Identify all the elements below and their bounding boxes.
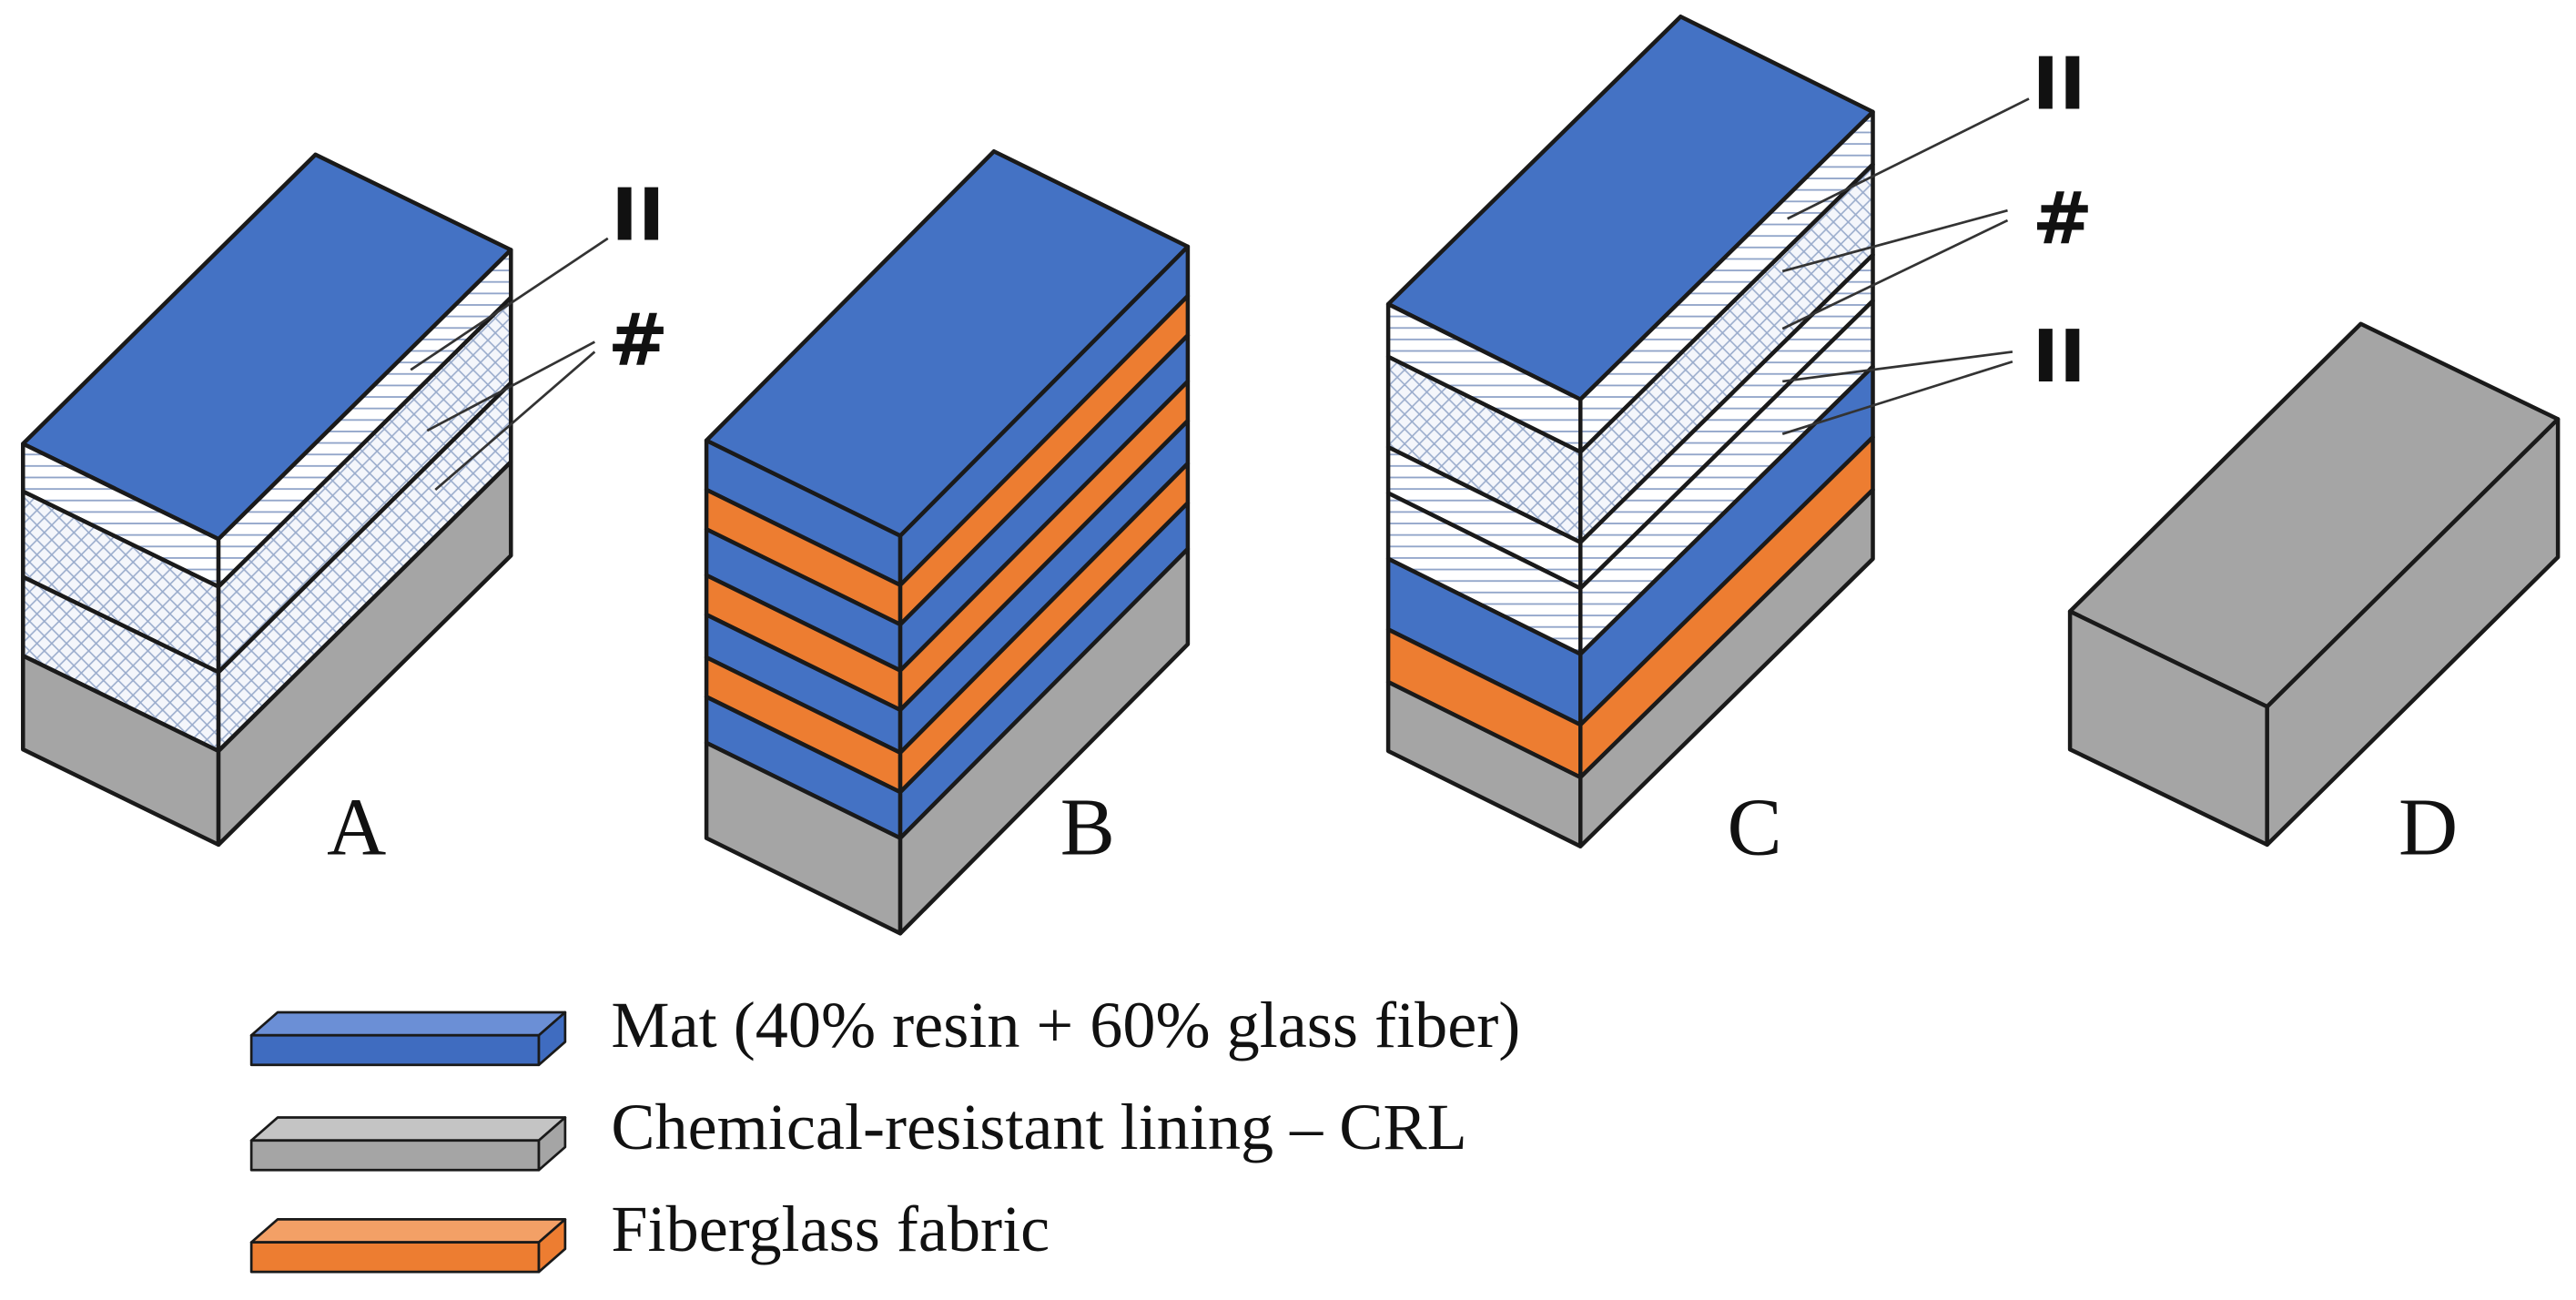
legend-swatch-side [537,1116,567,1172]
annotation: II [2033,314,2086,399]
leader-line [410,237,609,371]
leader-line [1781,218,2009,330]
panel-label: C [1727,782,1781,873]
legend-swatch-top [249,1218,567,1244]
legend-swatch-top [249,1116,567,1143]
annotation: # [2033,176,2094,260]
panel-label: D [2399,782,2458,873]
legend-label: Fiberglass fabric [611,1193,1050,1265]
legend-swatch-top [249,1011,567,1037]
leader-line [1781,360,2013,435]
legend-swatch [249,1241,541,1274]
leader-line [1781,208,2008,273]
legend: Mat (40% resin + 60% glass fiber) Chemic… [249,989,1520,1274]
legend-label: Mat (40% resin + 60% glass fiber) [611,989,1520,1061]
annotation: # [608,298,669,382]
legend-label: Chemical-resistant lining – CRL [611,1091,1466,1163]
panel-label: B [1060,782,1115,873]
legend-swatch [249,1139,541,1172]
layer-side [2265,417,2561,848]
annotation: II [611,173,664,258]
legend-swatch-side [537,1011,567,1067]
annotation: II [2033,41,2086,126]
leader-lines [410,97,2030,492]
leader-line [1782,350,2013,383]
leader-line [426,340,595,432]
layer-side [216,460,513,848]
blocks [21,14,2561,936]
panel-label: A [327,782,386,873]
leader-line [434,350,596,492]
legend-swatch-side [537,1218,567,1274]
leader-line [1787,97,2030,220]
layer-side [1578,487,1875,848]
layer-side [898,546,1191,936]
legend-swatch [249,1033,541,1067]
